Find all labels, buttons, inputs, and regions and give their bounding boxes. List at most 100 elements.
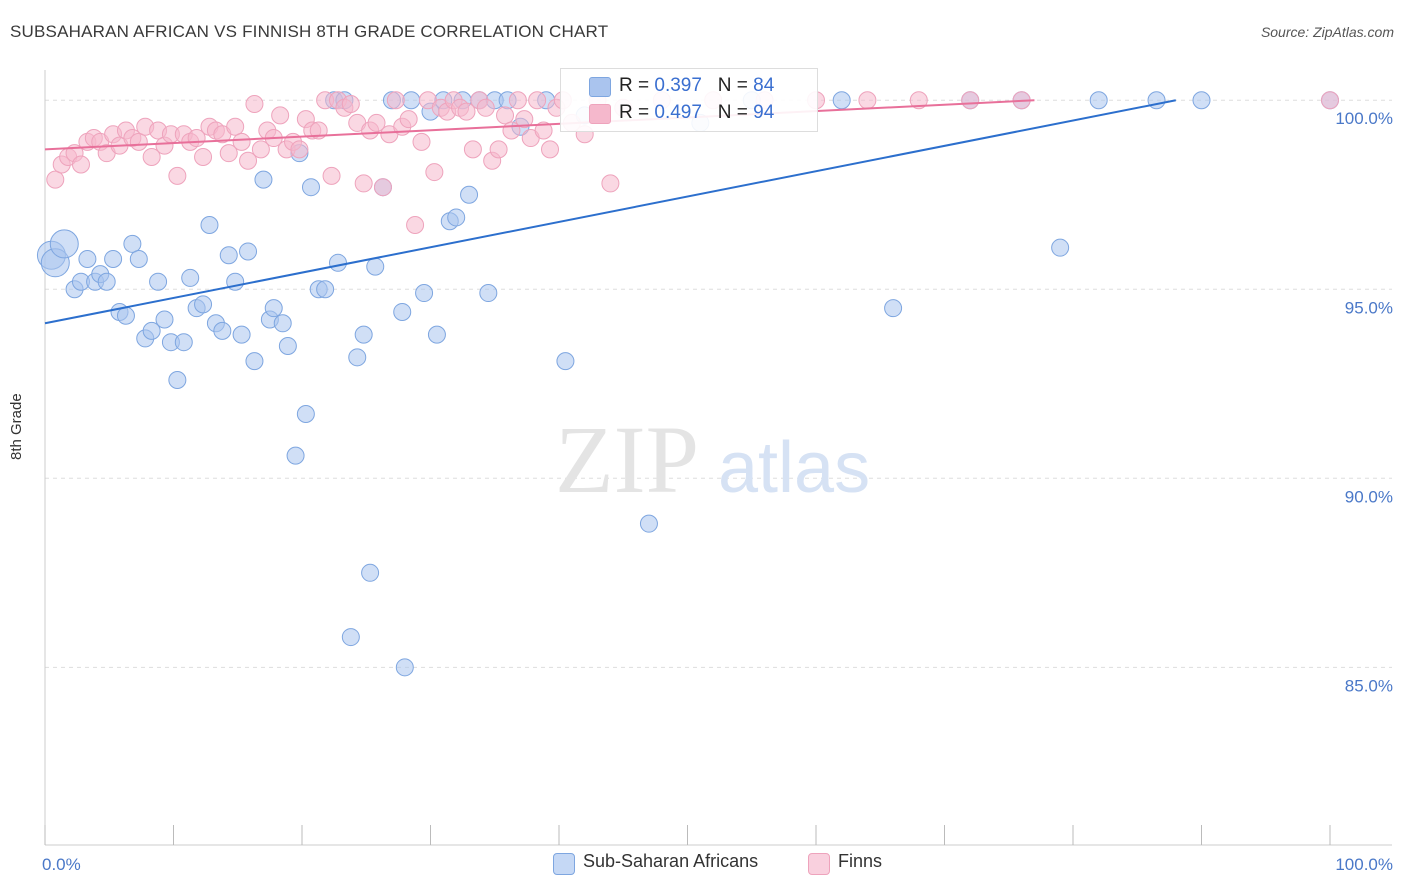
point-sub-saharan-african <box>1051 238 1070 257</box>
watermark-atlas: atlas <box>718 428 870 508</box>
point-sub-saharan-african <box>49 229 79 259</box>
point-finn <box>71 155 90 174</box>
point-finn <box>271 106 290 125</box>
point-sub-saharan-african <box>142 321 161 340</box>
point-sub-saharan-african <box>301 178 320 197</box>
legend-n-value-pink: 94 <box>753 102 775 123</box>
point-finn <box>425 163 444 182</box>
point-finn <box>322 166 341 185</box>
axes <box>44 70 1392 846</box>
point-sub-saharan-african <box>116 306 135 325</box>
bottom-legend-label-pink: Finns <box>838 851 883 871</box>
point-sub-saharan-african <box>395 658 414 677</box>
point-finn <box>515 110 534 129</box>
points-sub-saharan-africans <box>36 91 1339 677</box>
legend-swatch-pink <box>589 104 611 124</box>
point-sub-saharan-african <box>78 250 97 269</box>
point-finn <box>412 132 431 151</box>
point-sub-saharan-african <box>273 314 292 333</box>
point-sub-saharan-african <box>361 563 380 582</box>
point-sub-saharan-african <box>181 268 200 287</box>
point-finn <box>601 174 620 193</box>
point-sub-saharan-african <box>254 170 273 189</box>
point-sub-saharan-african <box>460 185 479 204</box>
point-sub-saharan-african <box>556 352 575 371</box>
point-sub-saharan-african <box>832 91 851 110</box>
correlation-legend: R = 0.397 N = 84 R = 0.497 N = 94 <box>560 68 818 132</box>
point-finn <box>961 91 980 110</box>
point-finn <box>142 147 161 166</box>
point-sub-saharan-african <box>168 371 187 389</box>
x-tick-label-max: 100.0% <box>1335 855 1393 874</box>
point-sub-saharan-african <box>278 336 297 355</box>
y-axis-title: 8th Grade <box>8 393 25 460</box>
point-finn <box>541 140 560 159</box>
point-sub-saharan-african <box>884 299 903 318</box>
point-sub-saharan-african <box>348 348 367 367</box>
point-finn <box>168 166 187 185</box>
point-sub-saharan-african <box>104 250 123 269</box>
point-finn <box>245 95 264 114</box>
point-finn <box>367 113 386 132</box>
point-finn <box>129 132 148 151</box>
bottom-legend-swatch-blue <box>553 853 575 875</box>
legend-n-label-blue: N = <box>717 75 754 96</box>
point-sub-saharan-african <box>155 310 174 329</box>
point-sub-saharan-african <box>245 352 264 371</box>
point-sub-saharan-african <box>200 216 219 234</box>
point-finn <box>496 106 515 125</box>
point-sub-saharan-african <box>174 333 193 352</box>
point-finn <box>194 147 213 166</box>
point-finn <box>219 144 238 163</box>
trend-lines <box>44 99 1176 325</box>
legend-r-value-pink: 0.497 <box>654 102 702 123</box>
point-sub-saharan-african <box>402 91 421 110</box>
legend-n-label-pink: N = <box>717 102 754 123</box>
point-sub-saharan-african <box>194 295 213 314</box>
point-finn <box>386 91 405 110</box>
point-finn <box>463 140 482 159</box>
point-sub-saharan-african <box>296 405 315 424</box>
point-sub-saharan-african <box>639 514 658 533</box>
y-tick-label: 95.0% <box>1345 298 1393 317</box>
point-finn <box>399 110 418 129</box>
legend-n-value-blue: 84 <box>753 75 775 96</box>
point-sub-saharan-african <box>328 253 347 272</box>
x-tick-label-min: 0.0% <box>42 855 81 874</box>
trend-line-sub-saharan-africans <box>44 99 1176 325</box>
point-sub-saharan-african <box>1089 91 1108 110</box>
point-finn <box>406 216 425 234</box>
y-tick-label: 90.0% <box>1345 487 1393 506</box>
point-finn <box>508 91 527 110</box>
point-sub-saharan-african <box>286 446 305 465</box>
point-finn <box>476 98 495 117</box>
point-finn <box>528 91 547 110</box>
point-sub-saharan-african <box>129 250 148 269</box>
legend-r-value-blue: 0.397 <box>654 75 702 96</box>
tick-labels: 85.0% 90.0% 95.0% 100.0% 0.0% 100.0% <box>42 109 1393 874</box>
point-finn <box>858 91 877 110</box>
bottom-legend-label-blue: Sub-Saharan Africans <box>583 851 759 871</box>
point-finn <box>1321 91 1339 110</box>
point-sub-saharan-african <box>479 284 498 303</box>
y-tick-label: 85.0% <box>1345 676 1393 695</box>
point-sub-saharan-african <box>232 325 251 344</box>
legend-r-label-pink: R = <box>619 102 655 123</box>
point-finn <box>489 140 508 159</box>
point-finn <box>354 174 373 193</box>
point-sub-saharan-african <box>149 272 168 291</box>
point-sub-saharan-african <box>341 628 360 647</box>
source-label: Source: ZipAtlas.com <box>1260 24 1394 40</box>
point-sub-saharan-african <box>415 284 434 303</box>
point-sub-saharan-african <box>123 234 142 253</box>
point-sub-saharan-african <box>97 272 116 291</box>
point-finn <box>232 132 251 151</box>
point-sub-saharan-african <box>239 242 258 261</box>
y-tick-label: 100.0% <box>1335 109 1393 128</box>
point-finn <box>226 117 245 136</box>
point-sub-saharan-african <box>427 325 446 344</box>
point-sub-saharan-african <box>393 302 412 321</box>
point-finn <box>251 140 270 159</box>
point-sub-saharan-african <box>264 299 283 318</box>
